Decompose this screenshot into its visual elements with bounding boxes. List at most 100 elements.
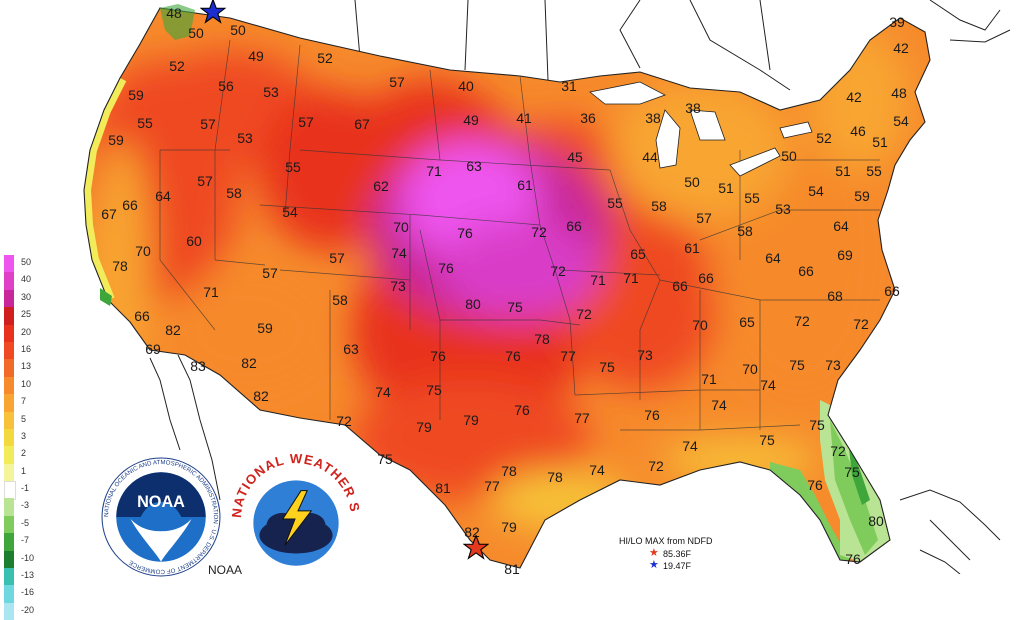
scale-label: 2 bbox=[21, 448, 27, 459]
scale-row: 30 bbox=[4, 289, 56, 308]
temperature-label: 55 bbox=[285, 159, 301, 175]
temperature-label: 31 bbox=[561, 78, 577, 94]
scale-row: 5 bbox=[4, 411, 56, 429]
scale-row: -20 bbox=[4, 602, 56, 620]
scale-label: -13 bbox=[21, 570, 35, 581]
temperature-label: 78 bbox=[112, 258, 128, 274]
temperature-label: 74 bbox=[375, 384, 391, 400]
temperature-label: 70 bbox=[692, 317, 708, 333]
temperature-label: 76 bbox=[845, 551, 861, 567]
scale-swatch bbox=[4, 602, 14, 620]
temperature-label: 52 bbox=[169, 58, 185, 74]
color-scale-legend: 50 40 30 25 20 16 13 10 7 5 3 2 1 -1 -3 -5 -7 -10 -13 -16 -2… bbox=[4, 255, 56, 620]
temperature-label: 70 bbox=[742, 361, 758, 377]
scale-label: -1 bbox=[21, 483, 30, 494]
temperature-label: 70 bbox=[135, 243, 151, 259]
scale-label: -3 bbox=[21, 500, 30, 511]
temperature-label: 48 bbox=[166, 5, 182, 21]
scale-row: 13 bbox=[4, 359, 56, 377]
temperature-label: 67 bbox=[354, 116, 370, 132]
temperature-label: 74 bbox=[682, 438, 698, 454]
scale-label: -10 bbox=[21, 552, 35, 563]
temperature-label: 64 bbox=[155, 188, 171, 204]
temperature-label: 45 bbox=[567, 149, 583, 165]
temperature-label: 50 bbox=[684, 174, 700, 190]
temperature-label: 76 bbox=[457, 225, 473, 241]
temperature-label: 58 bbox=[226, 185, 242, 201]
scale-label: 1 bbox=[21, 465, 27, 476]
temperature-label: 56 bbox=[218, 78, 234, 94]
temperature-label: 53 bbox=[237, 130, 253, 146]
scale-label: 10 bbox=[21, 378, 32, 389]
temperature-label: 65 bbox=[630, 246, 646, 262]
scale-label: 7 bbox=[21, 396, 27, 407]
temperature-label: 53 bbox=[263, 84, 279, 100]
temperature-label: 51 bbox=[872, 134, 888, 150]
temperature-label: 66 bbox=[798, 263, 814, 279]
temperature-label: 74 bbox=[391, 245, 407, 261]
temperature-label: 80 bbox=[868, 513, 884, 529]
scale-swatch bbox=[4, 359, 14, 377]
temperature-label: 52 bbox=[816, 130, 832, 146]
temperature-label: 67 bbox=[101, 206, 117, 222]
temperature-label: 69 bbox=[837, 247, 853, 263]
scale-row: -13 bbox=[4, 568, 56, 586]
temperature-label: 73 bbox=[637, 347, 653, 363]
scale-swatch bbox=[4, 307, 14, 325]
temperature-label: 71 bbox=[590, 272, 606, 288]
scale-row: 2 bbox=[4, 446, 56, 464]
scale-row: 16 bbox=[4, 341, 56, 360]
temperature-label: 71 bbox=[701, 371, 717, 387]
temperature-label: 74 bbox=[760, 377, 776, 393]
scale-label: 30 bbox=[21, 291, 32, 302]
temperature-label: 76 bbox=[644, 407, 660, 423]
temperature-label: 41 bbox=[516, 110, 532, 126]
scale-label: 20 bbox=[21, 326, 32, 337]
temperature-label: 68 bbox=[827, 288, 843, 304]
temperature-label: 58 bbox=[737, 223, 753, 239]
temperature-label: 72 bbox=[336, 413, 352, 429]
temperature-label: 77 bbox=[484, 478, 500, 494]
scale-label: 3 bbox=[21, 430, 27, 441]
temperature-label: 76 bbox=[505, 348, 521, 364]
scale-swatch bbox=[4, 272, 14, 290]
temperature-label: 55 bbox=[137, 115, 153, 131]
legend-min-value: 19.47F bbox=[663, 561, 692, 571]
temperature-label: 83 bbox=[190, 358, 206, 374]
temperature-label: 76 bbox=[807, 477, 823, 493]
temperature-label: 48 bbox=[891, 85, 907, 101]
temperature-label: 72 bbox=[576, 306, 592, 322]
temperature-label: 59 bbox=[854, 188, 870, 204]
temperature-label: 80 bbox=[465, 296, 481, 312]
temperature-label: 72 bbox=[794, 313, 810, 329]
temperature-label: 57 bbox=[200, 116, 216, 132]
temperature-label: 72 bbox=[531, 224, 547, 240]
temperature-label: 39 bbox=[889, 14, 905, 30]
temperature-label: 55 bbox=[744, 190, 760, 206]
temperature-label: 38 bbox=[645, 110, 661, 126]
temperature-label: 62 bbox=[373, 178, 389, 194]
scale-swatch bbox=[4, 568, 14, 586]
temperature-label: 73 bbox=[390, 278, 406, 294]
scale-swatch bbox=[4, 411, 14, 429]
temperature-label: 57 bbox=[389, 74, 405, 90]
temperature-label: 60 bbox=[186, 233, 202, 249]
temperature-label: 78 bbox=[547, 469, 563, 485]
scale-row: -5 bbox=[4, 515, 56, 534]
scale-label: -16 bbox=[21, 587, 35, 598]
temperature-label: 51 bbox=[718, 180, 734, 196]
temperature-label: 75 bbox=[377, 451, 393, 467]
scale-label: 40 bbox=[21, 274, 32, 285]
scale-swatch bbox=[4, 550, 14, 569]
temperature-label: 59 bbox=[108, 132, 124, 148]
temperature-label: 50 bbox=[230, 22, 246, 38]
temperature-label: 71 bbox=[426, 163, 442, 179]
scale-label: -5 bbox=[21, 517, 30, 528]
nws-logo: NATIONAL WEATHER SERVICE bbox=[230, 452, 362, 581]
scale-swatch bbox=[4, 498, 14, 516]
temperature-label: 75 bbox=[759, 432, 775, 448]
scale-row: 10 bbox=[4, 376, 56, 395]
temperature-anomaly-map bbox=[83, 0, 1011, 574]
scale-swatch bbox=[4, 341, 14, 360]
temperature-label: 75 bbox=[507, 299, 523, 315]
